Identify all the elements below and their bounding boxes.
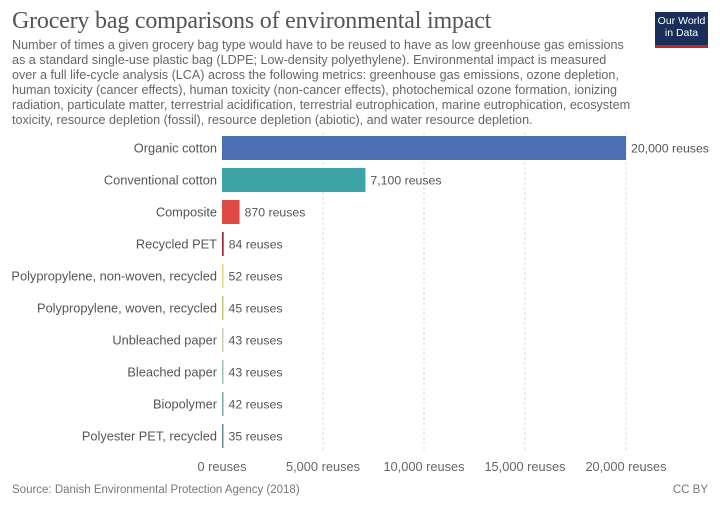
bar[interactable] — [222, 136, 626, 160]
x-tick-label: 15,000 reuses — [484, 459, 565, 474]
value-label: 43 reuses — [229, 334, 283, 348]
chart-subtitle: Number of times a given grocery bag type… — [12, 38, 631, 127]
x-tick-label: 10,000 reuses — [383, 459, 464, 474]
category-label: Polypropylene, non-woven, recycled — [11, 269, 217, 284]
chart-title: Grocery bag comparisons of environmental… — [12, 8, 492, 34]
bar[interactable] — [222, 296, 224, 320]
bar[interactable] — [222, 328, 224, 352]
x-tick-label: 0 reuses — [197, 459, 246, 474]
value-label: 35 reuses — [229, 430, 283, 444]
source-note[interactable]: Source: Danish Environmental Protection … — [12, 484, 300, 496]
value-label: 45 reuses — [229, 302, 283, 316]
logo-line-2: in Data — [664, 27, 699, 39]
category-label: Polyester PET, recycled — [82, 429, 217, 444]
bar[interactable] — [222, 200, 240, 224]
category-label: Composite — [156, 205, 217, 220]
category-labels: Organic cotton Conventional cotton Composi… — [11, 141, 217, 444]
category-label: Organic cotton — [134, 141, 217, 156]
bar[interactable] — [222, 168, 366, 192]
x-tick-label: 5,000 reuses — [286, 459, 360, 474]
gridlines — [322, 132, 627, 452]
logo-line-1: Our World — [657, 15, 706, 27]
value-label: 20,000 reuses — [631, 142, 709, 156]
bar[interactable] — [222, 360, 224, 384]
value-label: 42 reuses — [229, 398, 283, 412]
value-label: 43 reuses — [229, 366, 283, 380]
value-label: 870 reuses — [245, 206, 306, 220]
category-label: Recycled PET — [136, 237, 217, 252]
category-label: Polypropylene, woven, recycled — [37, 301, 217, 316]
bar[interactable] — [222, 264, 224, 288]
category-label: Conventional cotton — [104, 173, 217, 188]
category-label: Biopolymer — [153, 397, 218, 412]
license-label[interactable]: CC BY — [672, 484, 708, 496]
value-label: 84 reuses — [229, 238, 283, 252]
x-tick-label: 20,000 reuses — [585, 459, 666, 474]
owid-logo[interactable]: Our World in Data — [655, 12, 708, 48]
bars — [222, 136, 626, 448]
category-label: Bleached paper — [127, 365, 217, 380]
bar[interactable] — [222, 232, 224, 256]
category-label: Unbleached paper — [112, 333, 217, 348]
bar[interactable] — [222, 392, 224, 416]
value-label: 52 reuses — [229, 270, 283, 284]
value-labels: 20,000 reuses 7,100 reuses 870 reuses 84 re… — [229, 142, 709, 444]
x-axis-ticks: 0 reuses 5,000 reuses 10,000 reuses 15,000 … — [197, 459, 666, 474]
value-label: 7,100 reuses — [370, 174, 441, 188]
bar[interactable] — [222, 424, 224, 448]
